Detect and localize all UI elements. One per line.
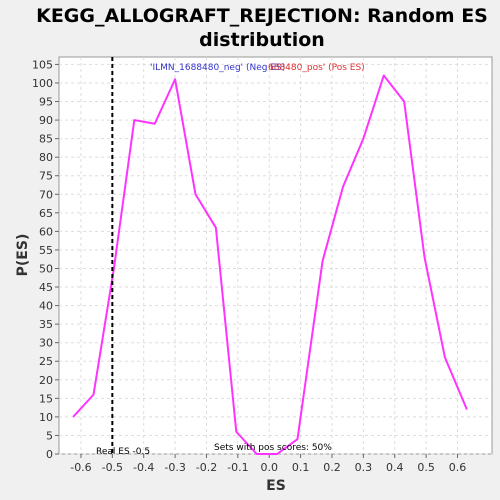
y-tick-label: 80 [39,151,53,164]
chart-title-line2: distribution [199,29,325,51]
y-tick-label: 25 [39,355,53,368]
x-tick-label: -0.2 [196,461,217,474]
y-tick-label: 10 [39,411,53,424]
y-tick-label: 20 [39,374,53,387]
y-tick-label: 105 [32,58,53,71]
pos-es-label: 688480_pos' (Pos ES) [268,63,365,73]
y-axis-title: P(ES) [15,234,31,277]
chart-title-line1: KEGG_ALLOGRAFT_REJECTION: Random ES [36,5,488,27]
real-es-label: Real ES -0.5 [96,447,150,457]
x-tick-label: -0.5 [102,461,123,474]
y-tick-label: 35 [39,318,53,331]
y-tick-label: 85 [39,133,53,146]
x-tick-label: 0.0 [260,461,278,474]
sets-pos-label: Sets with pos scores: 50% [214,443,332,453]
y-tick-label: 55 [39,244,53,257]
x-tick-label: 0.3 [355,461,373,474]
y-tick-label: 70 [39,188,53,201]
y-tick-label: 90 [39,114,53,127]
neg-es-label: 'ILMN_1688480_neg' (Neg ES) [150,63,285,73]
axis-ticks: -0.6 -0.5 -0.4 -0.3 -0.2 -0.1 0.0 0.1 0.2 0.3 0.4 0… [32,58,466,474]
y-tick-label: 60 [39,225,53,238]
y-tick-label: 40 [39,300,53,313]
series-line [72,74,468,455]
y-tick-label: 50 [39,262,53,275]
x-tick-label: -0.6 [70,461,91,474]
y-tick-label: 30 [39,337,53,350]
x-tick-label: 0.2 [323,461,341,474]
y-tick-label: 15 [39,392,53,405]
x-tick-label: -0.1 [227,461,248,474]
y-tick-label: 5 [46,429,53,442]
x-tick-label: 0.1 [292,461,310,474]
x-tick-label: 0.5 [417,461,435,474]
plot-area [58,56,493,455]
x-tick-label: 0.6 [449,461,467,474]
x-tick-label: 0.4 [386,461,404,474]
y-tick-label: 65 [39,207,53,220]
y-tick-label: 95 [39,96,53,109]
x-tick-label: -0.3 [164,461,185,474]
y-tick-label: 100 [32,77,53,90]
series-layer [72,74,468,455]
y-tick-label: 45 [39,281,53,294]
x-tick-label: -0.4 [133,461,154,474]
y-tick-label: 75 [39,170,53,183]
x-axis-title: ES [266,478,286,494]
y-tick-label: 0 [46,448,53,461]
